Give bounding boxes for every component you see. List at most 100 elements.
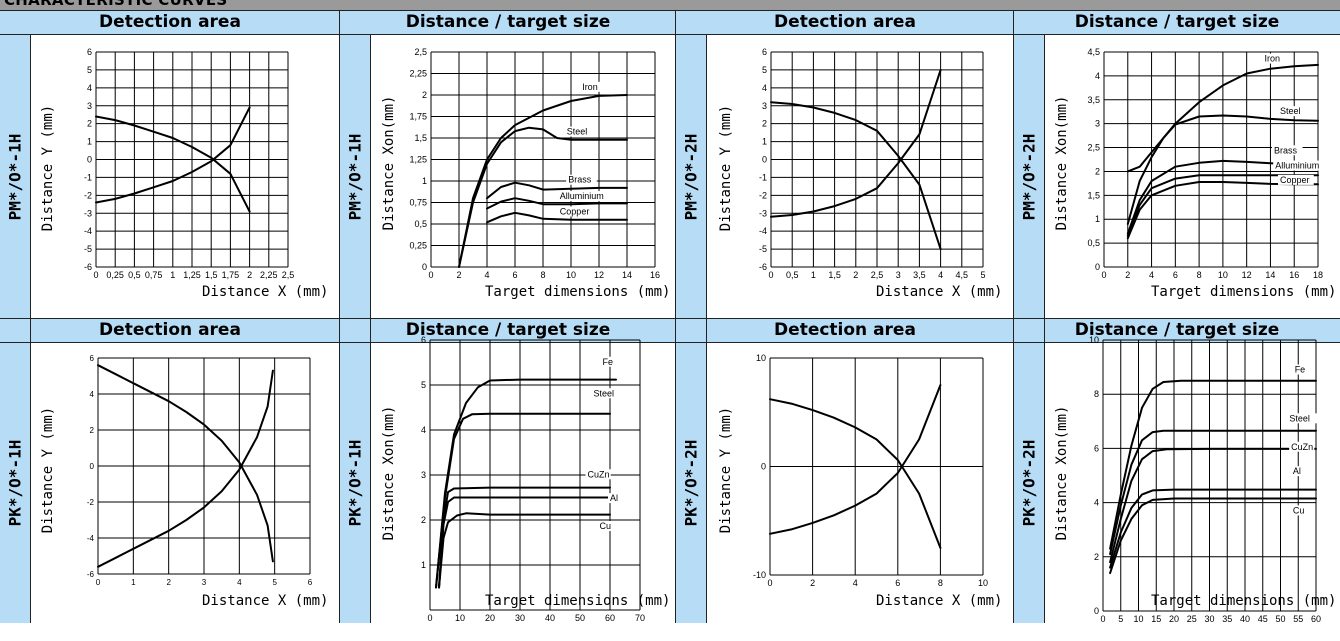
banner-title: CHARACTERISTIC CURVES (4, 0, 228, 9)
y-tick-label: 2,5 (1087, 143, 1100, 153)
y-tick-label: 6 (762, 47, 767, 57)
y-tick-label: -5 (759, 244, 767, 254)
x-tick-label: 30 (515, 613, 525, 623)
series-line-alluminium (486, 197, 628, 210)
series-label: Brass (1274, 145, 1298, 155)
series-label: Steel (1280, 106, 1301, 116)
header-detection-area-3: Detection area (0, 318, 340, 343)
y-tick-label: 2 (422, 90, 427, 100)
series-label-bg (564, 126, 596, 137)
series-label: Alluminium (1275, 161, 1319, 171)
x-axis-label: Distance X (mm) (202, 284, 329, 300)
y-tick-label: 0,5 (414, 219, 427, 229)
y-tick-label: 2,5 (414, 47, 427, 57)
x-tick-label: 2 (247, 270, 252, 280)
chart-c8: 0 5 10 15 20 25 30 35 40 45 50 55 60 0 2 4 6 8 10 Fe Steel Cu… (1089, 335, 1321, 624)
row-label: PK*/O*-1H (345, 439, 365, 527)
header-detection-area-2: Detection area (676, 10, 1014, 35)
header-distance-target-size-2: Distance / target size (1014, 10, 1340, 35)
y-tick-label: -4 (87, 534, 95, 543)
x-tick-label: 0 (93, 270, 98, 280)
series-line-al (438, 496, 611, 589)
y-tick-label: 2 (1094, 552, 1099, 562)
series-line (95, 115, 251, 213)
row-label-cell: PK*/O*-2H (1014, 343, 1044, 623)
x-tick-label: 2,5 (282, 270, 295, 280)
series-label: Steel (594, 388, 615, 398)
header-distance-target-size-3: Distance / target size (340, 318, 676, 343)
y-tick-label: 0 (762, 155, 767, 165)
y-tick-label: 1 (87, 137, 92, 147)
y-tick-label: 0,5 (1087, 238, 1100, 248)
series-label-bg (1292, 364, 1308, 375)
x-tick-label: 0 (428, 270, 433, 280)
y-tick-label: -6 (759, 262, 767, 272)
series-label: Copper (1280, 175, 1310, 185)
y-axis-label: Distance Y (mm) (40, 104, 56, 232)
x-tick-label: 6 (895, 578, 900, 588)
series-label: Fe (603, 357, 614, 367)
x-tick-label: 40 (545, 613, 555, 623)
series-line-fe (435, 378, 617, 589)
x-tick-label: 6 (512, 270, 517, 280)
series-label-bg (566, 174, 597, 185)
x-tick-label: 6 (308, 578, 313, 587)
x-tick-label: 30 (1204, 614, 1214, 624)
y-tick-label: 8 (1094, 389, 1099, 399)
series-label-bg (585, 469, 611, 480)
x-tick-label: 5 (980, 270, 985, 280)
y-tick-label: 2 (90, 426, 95, 435)
y-tick-label: 2 (87, 119, 92, 129)
series-label: Iron (582, 82, 598, 92)
x-tick-label: 10 (1218, 270, 1228, 280)
series-label: CuZn (1291, 442, 1313, 452)
x-tick-label: 70 (635, 613, 645, 623)
series-label-bg (1277, 174, 1314, 185)
x-tick-label: 3,5 (913, 270, 926, 280)
y-tick-label: 6 (87, 47, 92, 57)
y-tick-label: -5 (84, 244, 92, 254)
characteristic-curves-sheet: CHARACTERISTIC CURVES Detection area Dis… (0, 0, 1340, 624)
y-tick-label: 0 (1095, 262, 1100, 272)
series-label: Fe (1295, 365, 1306, 375)
chart-c5: 0 1 2 3 4 5 6 -6 -4 -2 0 2 4 6 (87, 354, 313, 587)
series-line (97, 364, 274, 563)
y-tick-label: 4 (421, 425, 426, 435)
y-tick-label: 4 (762, 83, 767, 93)
y-tick-label: 6 (421, 335, 426, 345)
row-label: PM*/O*-1H (345, 133, 365, 220)
series-label-bg (600, 356, 616, 367)
y-tick-label: 3 (1095, 119, 1100, 129)
y-tick-label: -2 (84, 190, 92, 200)
cell-divider (706, 35, 707, 623)
x-tick-label: 0 (427, 613, 432, 623)
series-label-bg (557, 191, 615, 202)
x-axis-label: Distance X (mm) (876, 593, 1003, 609)
series-label-bg (1277, 106, 1309, 117)
y-tick-label: 5 (762, 65, 767, 75)
series-line (95, 106, 251, 204)
y-tick-label: 0 (90, 462, 95, 471)
y-tick-label: 4 (90, 390, 95, 399)
x-tick-label: 2 (166, 578, 171, 587)
row-label: PM*/O*-2H (1019, 133, 1039, 220)
x-tick-label: 0 (768, 270, 773, 280)
y-tick-label: 3,5 (1087, 95, 1100, 105)
x-tick-label: 4 (484, 270, 489, 280)
series-line-steel (435, 412, 611, 589)
y-tick-label: 5 (421, 380, 426, 390)
y-tick-label: 1,5 (414, 133, 427, 143)
y-tick-label: 0 (422, 262, 427, 272)
y-tick-label: 10 (1089, 335, 1099, 345)
series-label-bg (557, 206, 594, 217)
y-tick-label: -1 (759, 172, 767, 182)
header-distance-target-size-1: Distance / target size (340, 10, 676, 35)
series-label-bg (580, 81, 606, 92)
series-label-bg (1262, 53, 1288, 64)
series-line-cu (438, 512, 611, 589)
series-label: Cu (600, 521, 612, 531)
x-tick-label: 0 (767, 578, 772, 588)
x-tick-label: 2 (456, 270, 461, 280)
x-tick-label: 8 (938, 578, 943, 588)
